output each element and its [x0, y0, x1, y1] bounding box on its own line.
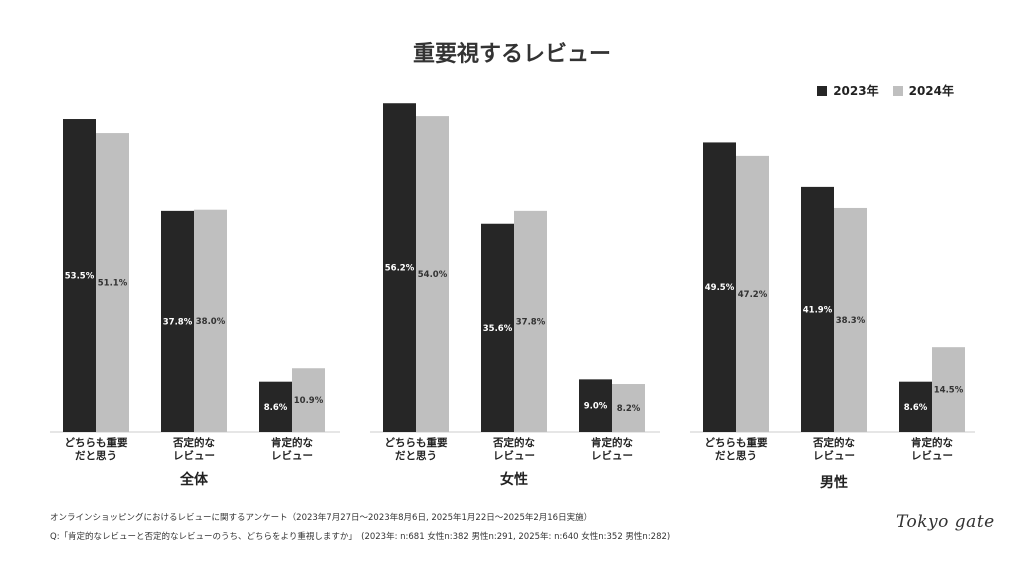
category-label: 否定的な [492, 436, 535, 449]
bar [416, 116, 449, 432]
bar [834, 207, 867, 432]
category-label: 肯定的な [591, 436, 633, 449]
data-label: 51.1% [98, 279, 128, 289]
bar [259, 381, 292, 432]
bar [96, 133, 129, 432]
data-label: 14.5% [934, 386, 964, 396]
category-label: どちらも重要 [705, 436, 768, 449]
data-label: 54.0% [418, 270, 448, 280]
data-label: 10.9% [294, 396, 324, 406]
bar [932, 347, 965, 432]
category-label: だと思う [395, 450, 437, 462]
category-label: レビュー [271, 449, 313, 462]
category-label: レビュー [591, 449, 633, 462]
survey-note: オンラインショッピングにおけるレビューに関するアンケート（2023年7月27日〜… [50, 513, 593, 523]
data-label: 41.9% [803, 305, 833, 315]
data-label: 53.5% [65, 272, 95, 282]
category-label: レビュー [493, 449, 535, 462]
data-label: 49.5% [705, 283, 735, 293]
bar [194, 209, 227, 432]
bar [481, 223, 514, 432]
legend-label-2024: 2024年 [908, 84, 954, 98]
bar [161, 210, 194, 432]
bar [703, 142, 736, 433]
bar [579, 379, 612, 432]
bar [736, 155, 769, 432]
bar [383, 103, 416, 432]
data-label: 35.6% [483, 324, 513, 334]
bar [292, 368, 325, 432]
data-label: 9.0% [584, 402, 608, 412]
bar [514, 210, 547, 432]
category-label: だと思う [715, 450, 757, 462]
bar [612, 384, 645, 432]
panel-title: 女性 [500, 471, 528, 488]
data-label: 56.2% [385, 264, 415, 274]
data-label: 8.2% [617, 404, 641, 414]
bar [801, 186, 834, 432]
legend-item-2023: 2023年 [817, 82, 879, 99]
category-label: 肯定的な [911, 436, 953, 449]
bar [63, 119, 96, 433]
category-label: どちらも重要 [65, 436, 128, 449]
chart-title: 重要視するレビュー [412, 42, 611, 67]
category-label: だと思う [75, 450, 117, 462]
data-label: 8.6% [904, 403, 928, 413]
data-label: 37.8% [163, 317, 193, 327]
data-label: 38.0% [196, 317, 226, 327]
category-label: レビュー [173, 449, 215, 462]
legend-item-2024: 2024年 [892, 82, 954, 99]
category-label: 肯定的な [271, 436, 313, 449]
category-label: レビュー [813, 449, 855, 462]
data-label: 38.3% [836, 316, 866, 326]
category-label: どちらも重要 [385, 436, 448, 449]
category-label: レビュー [911, 449, 953, 462]
panel-title: 男性 [820, 474, 848, 491]
question-note: Q:「肯定的なレビューと否定的なレビューのうち、どちらをより重視しますか」 (2… [50, 532, 671, 542]
data-label: 37.8% [516, 317, 546, 327]
legend-label-2023: 2023年 [833, 84, 879, 98]
legend-swatch-2024 [892, 85, 903, 96]
logo: Tokyo gate [896, 512, 995, 532]
data-label: 47.2% [738, 290, 768, 300]
panel-title: 全体 [179, 471, 209, 488]
category-label: 否定的な [812, 436, 855, 449]
bar [899, 381, 932, 432]
legend-swatch-2023 [817, 85, 828, 96]
data-label: 8.6% [264, 403, 288, 413]
category-label: 否定的な [172, 436, 215, 449]
legend: 2023年 2024年 [817, 82, 954, 99]
